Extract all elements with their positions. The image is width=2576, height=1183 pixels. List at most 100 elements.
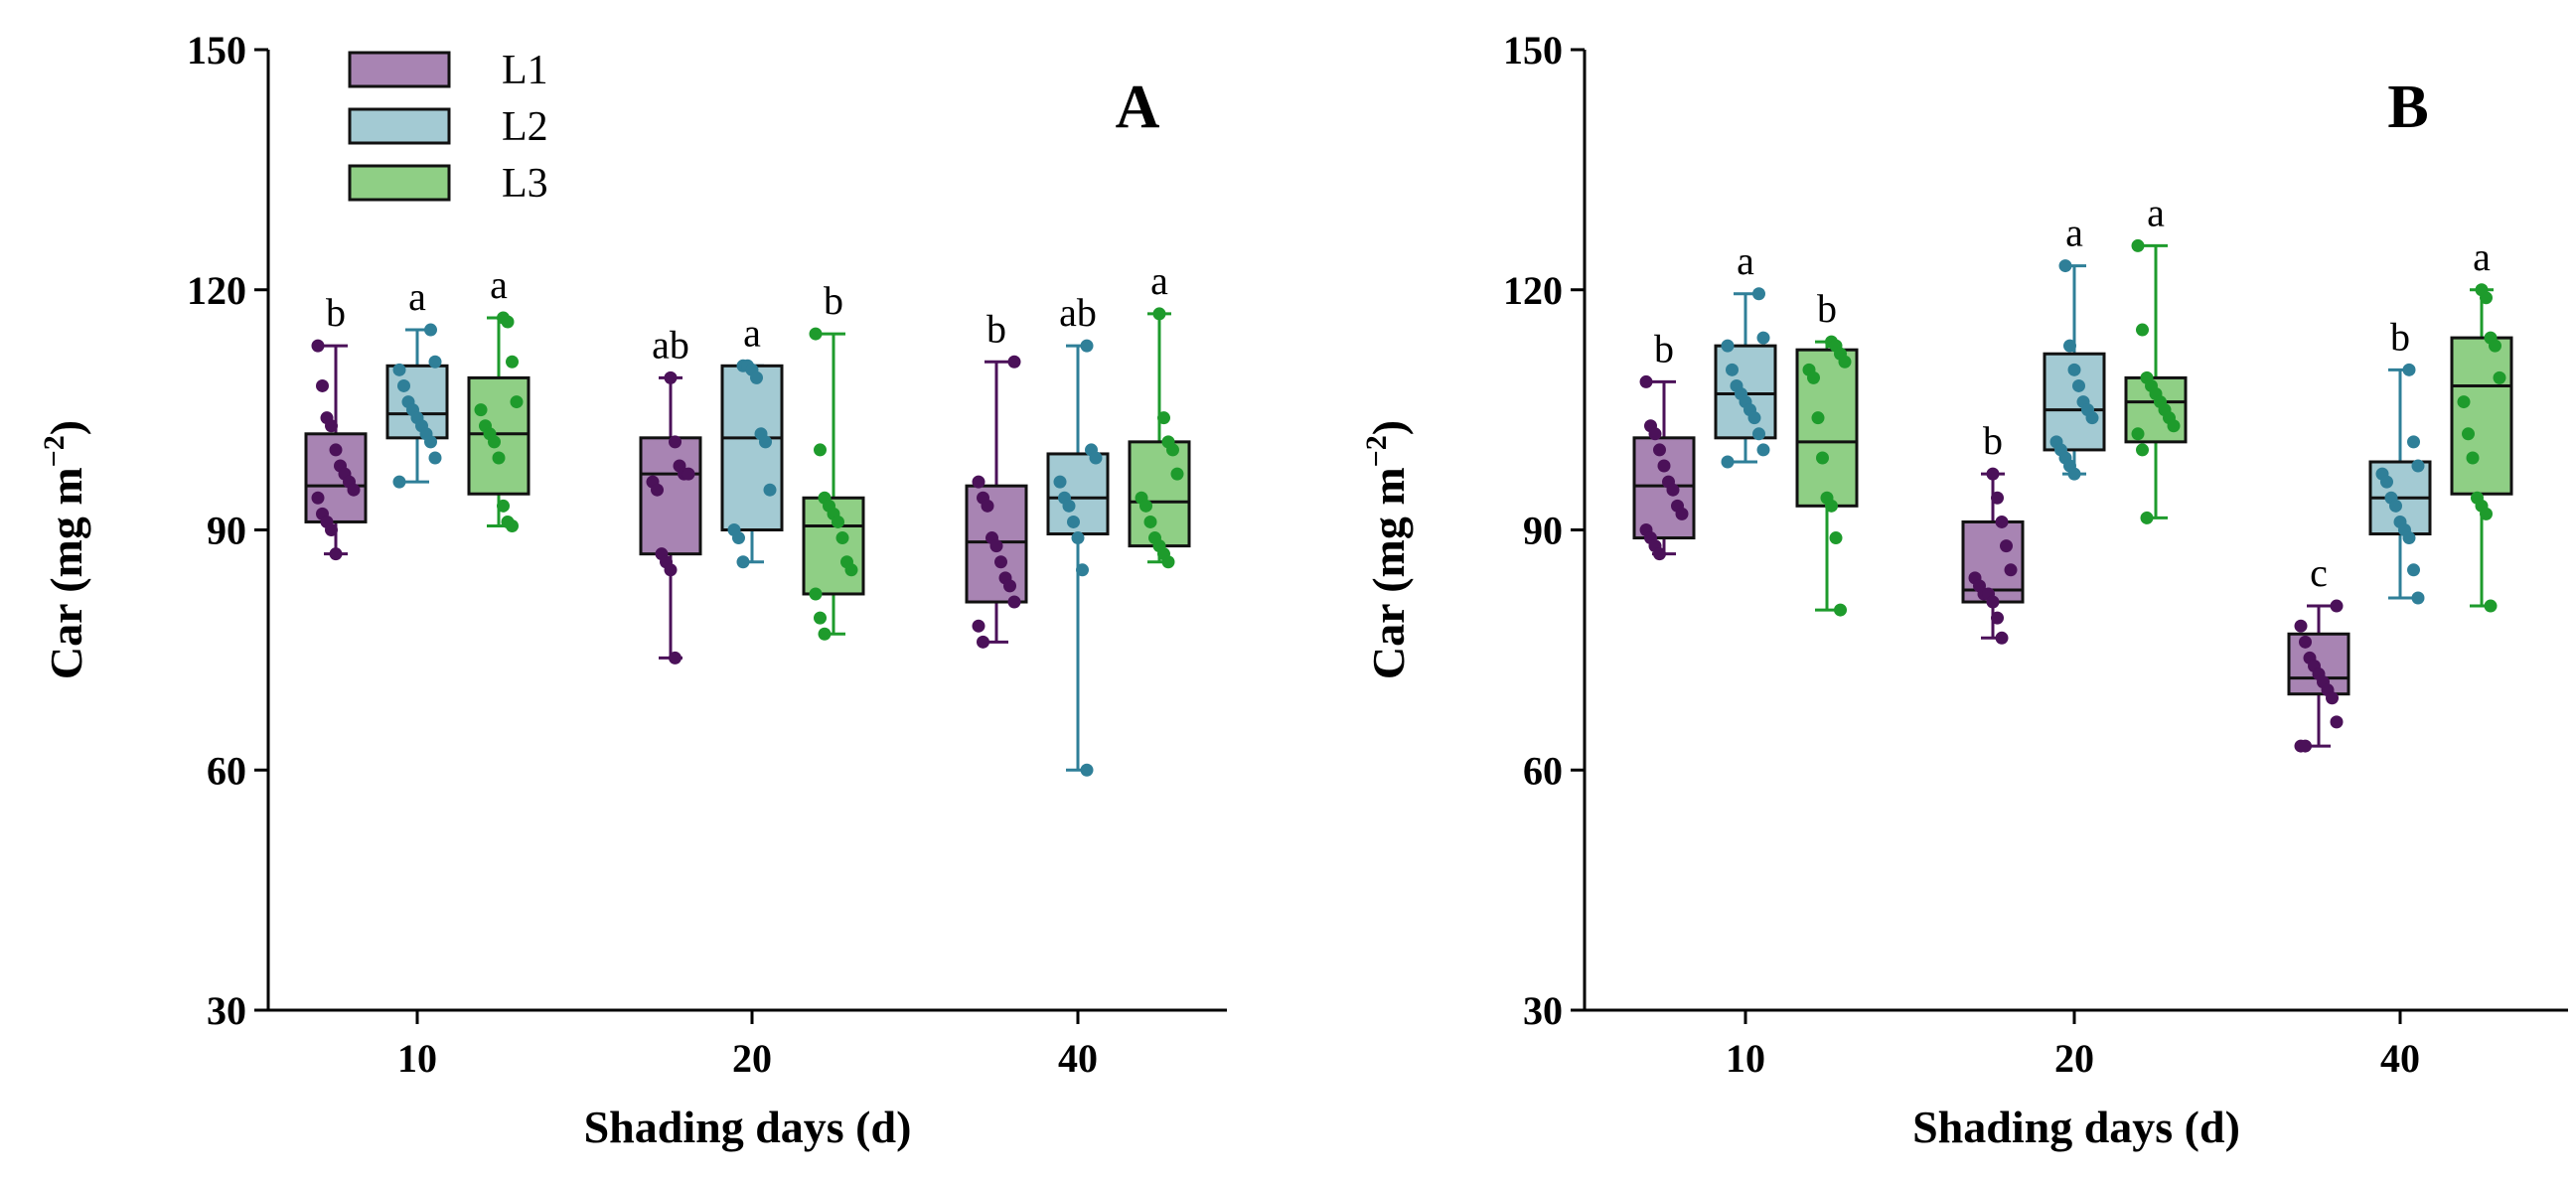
data-point — [1007, 595, 1021, 609]
data-point — [1170, 467, 1184, 481]
data-point — [989, 539, 1003, 553]
data-point — [2380, 475, 2393, 489]
significance-letter: a — [2473, 234, 2491, 279]
significance-letter: b — [824, 278, 843, 323]
box-l1-40: b — [965, 306, 1028, 649]
iqr-box — [1714, 344, 1777, 440]
data-point — [1756, 443, 1770, 457]
data-point — [329, 547, 343, 561]
data-point — [1721, 455, 1735, 469]
legend-swatch — [348, 51, 451, 88]
data-point — [1089, 451, 1103, 465]
data-point — [2326, 691, 2339, 705]
box-l1-10: b — [1632, 326, 1696, 561]
x-tick-label: 10 — [1726, 1036, 1765, 1081]
data-point — [1076, 563, 1089, 577]
y-axis-title-close: ) — [1363, 420, 1414, 435]
data-point — [977, 635, 989, 649]
data-point — [2411, 459, 2425, 473]
data-point — [2299, 739, 2312, 753]
data-point — [397, 378, 410, 392]
iqr-box — [2287, 632, 2350, 696]
data-point — [2462, 427, 2475, 441]
significance-letter: a — [490, 262, 508, 307]
y-axis-title-main: Car (mg m — [41, 467, 91, 679]
data-point — [311, 491, 325, 505]
data-point — [2457, 395, 2471, 409]
data-point — [1003, 579, 1016, 593]
y-tick-label: 60 — [207, 748, 246, 793]
y-tick-label: 90 — [207, 509, 246, 553]
box-l3-20: a — [2124, 190, 2188, 524]
data-point — [2058, 259, 2072, 273]
data-point — [763, 483, 777, 497]
data-point — [1986, 467, 2000, 481]
data-point — [1166, 443, 1179, 457]
data-point — [2131, 427, 2145, 441]
data-point — [2411, 591, 2425, 605]
data-point — [2466, 451, 2480, 465]
data-point — [474, 403, 488, 417]
data-point — [1139, 499, 1152, 513]
data-point — [972, 475, 985, 489]
data-point — [1838, 355, 1852, 369]
data-point — [972, 619, 985, 633]
y-axis-title-exponent: −2 — [1360, 435, 1393, 467]
x-axis-title: Shading days (d) — [584, 1102, 912, 1152]
significance-letter: a — [2147, 190, 2165, 234]
data-point — [1143, 515, 1157, 528]
box-l1-10: b — [304, 290, 368, 561]
data-point — [682, 467, 695, 481]
data-point — [1157, 411, 1170, 425]
box-l3-40: a — [1128, 258, 1191, 569]
x-tick-label: 20 — [2054, 1036, 2094, 1081]
significance-letter: a — [408, 274, 426, 319]
y-axis-title: Car (mg m−2) — [1360, 420, 1414, 679]
data-point — [2067, 467, 2081, 481]
data-point — [651, 483, 664, 497]
data-point — [1991, 611, 2004, 625]
data-point — [1657, 459, 1671, 473]
data-point — [669, 435, 682, 449]
data-point — [1161, 555, 1175, 569]
data-point — [1080, 339, 1094, 353]
data-point — [2489, 339, 2501, 353]
data-point — [669, 651, 682, 665]
data-point — [2136, 323, 2149, 337]
data-point — [1752, 427, 1765, 441]
data-point — [1062, 499, 1076, 513]
panel-label: A — [1116, 74, 1160, 141]
data-point — [2407, 435, 2420, 449]
data-point — [1080, 763, 1094, 777]
data-point — [1726, 363, 1739, 376]
data-point — [2136, 443, 2149, 457]
y-axis-title-main: Car (mg m — [1363, 467, 1414, 679]
box-l2-40: b — [2368, 314, 2432, 605]
significance-letter: a — [1150, 258, 1168, 303]
data-point — [428, 451, 442, 465]
data-point — [392, 363, 406, 376]
data-point — [2493, 370, 2506, 384]
significance-letter: b — [2390, 314, 2410, 359]
iqr-box — [639, 436, 702, 556]
box-l3-10: a — [467, 262, 530, 532]
box-l2-20: a — [720, 310, 784, 569]
significance-letter: a — [1737, 238, 1754, 283]
iqr-box — [1632, 436, 1696, 540]
data-point — [1152, 307, 1166, 321]
significance-letter: b — [1817, 286, 1837, 331]
data-point — [2480, 507, 2493, 520]
legend-swatch — [348, 107, 451, 145]
data-point — [1666, 483, 1680, 497]
y-tick-label: 120 — [1503, 268, 1563, 313]
y-axis-title-exponent: −2 — [38, 435, 71, 467]
data-point — [664, 563, 678, 577]
data-point — [1825, 499, 1838, 513]
significance-letter: b — [326, 290, 346, 335]
data-point — [2299, 635, 2312, 649]
y-tick-label: 60 — [1523, 748, 1563, 793]
data-point — [994, 555, 1007, 569]
data-point — [759, 435, 772, 449]
data-point — [2407, 563, 2420, 577]
